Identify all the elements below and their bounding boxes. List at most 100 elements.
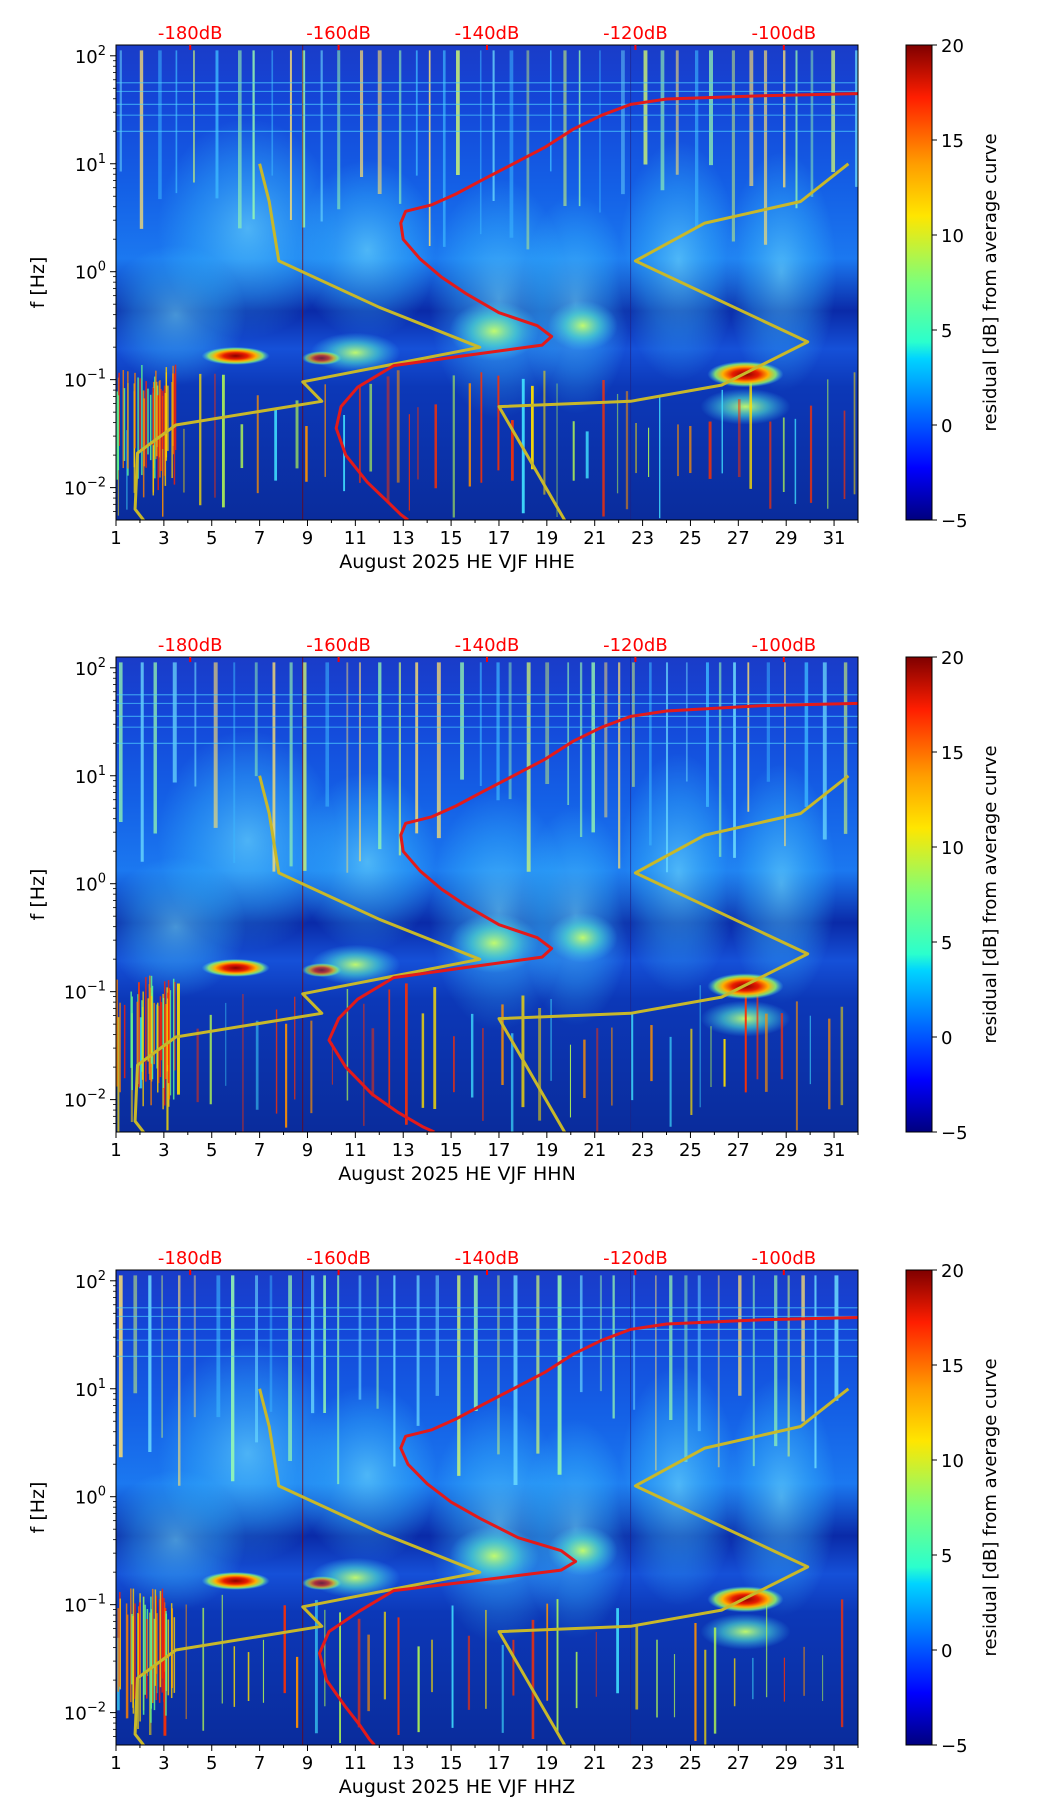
y-tick-label: 10−1 — [64, 368, 106, 392]
x-tick-label: 23 — [631, 1140, 654, 1161]
spectrogram-texture — [116, 657, 858, 1132]
spectrogram-texture — [116, 45, 858, 520]
yellow-curve — [497, 774, 850, 1132]
microseism-peak — [700, 1613, 791, 1650]
colorbar — [905, 656, 933, 1133]
x-tick-label: 23 — [631, 1753, 654, 1774]
colorbar-tick-label: 10 — [941, 1451, 964, 1472]
x-tick-label: 29 — [775, 1753, 798, 1774]
x-tick-label: 17 — [488, 1140, 511, 1161]
x-tick-label: 13 — [392, 1140, 415, 1161]
x-tick-label: 25 — [679, 528, 702, 549]
y-axis-label: f [Hz] — [27, 257, 49, 309]
x-axis-label: August 2025 HE VJF HHZ — [339, 1776, 575, 1798]
x-tick-label: 27 — [727, 1753, 750, 1774]
microseism-peak — [449, 301, 540, 362]
x-tick-label: 31 — [823, 528, 846, 549]
colorbar-tick-label: 0 — [941, 416, 952, 437]
top-axis-label: -120dB — [603, 1248, 668, 1269]
x-tick-label: 31 — [823, 1753, 846, 1774]
y-tick-label: 102 — [75, 44, 106, 68]
x-tick-label: 21 — [583, 1140, 606, 1161]
x-tick-label: 9 — [302, 1140, 313, 1161]
yellow-curve — [497, 162, 850, 520]
microseism-peak — [700, 388, 791, 425]
y-tick-label: 101 — [75, 152, 106, 176]
colorbar-tick-label: 10 — [941, 838, 964, 859]
hotspot — [201, 958, 270, 977]
microseism-blob — [618, 752, 739, 993]
y-tick-label: 10−2 — [64, 476, 106, 500]
colorbar-tick-label: 5 — [941, 321, 952, 342]
colorbar-tick-label: 15 — [941, 1356, 964, 1377]
hotspot — [301, 963, 342, 978]
top-axis-label: -180dB — [158, 635, 223, 656]
y-tick-label: 100 — [75, 260, 106, 284]
x-tick-label: 1 — [110, 1753, 121, 1774]
x-tick-label: 5 — [206, 1140, 217, 1161]
x-tick-label: 15 — [440, 528, 463, 549]
x-tick-label: 7 — [254, 528, 265, 549]
x-tick-label: 3 — [158, 1140, 169, 1161]
x-tick-label: 21 — [583, 1753, 606, 1774]
microseism-blob — [618, 140, 739, 381]
y-axis-label: f [Hz] — [27, 1482, 49, 1534]
x-tick-label: 29 — [775, 528, 798, 549]
microseism-peak — [449, 913, 540, 974]
x-tick-label: 17 — [488, 1753, 511, 1774]
microseism-blob — [297, 772, 438, 953]
y-tick-label: 100 — [75, 1485, 106, 1509]
microseism-peak — [547, 300, 618, 351]
top-axis-label: -100dB — [751, 635, 816, 656]
red-curve — [318, 1316, 858, 1745]
x-tick-label: 19 — [535, 1140, 558, 1161]
x-tick-label: 9 — [302, 528, 313, 549]
y-tick-label: 101 — [75, 1377, 106, 1401]
y-tick-label: 102 — [75, 1269, 106, 1293]
microseism-blob — [297, 1385, 438, 1566]
x-tick-label: 5 — [206, 1753, 217, 1774]
x-tick-label: 9 — [302, 1753, 313, 1774]
colorbar-tick-label: 15 — [941, 743, 964, 764]
colorbar-tick-label: 5 — [941, 1546, 952, 1567]
microseism-peak — [547, 1525, 618, 1576]
yellow-curve — [133, 163, 482, 520]
x-tick-label: 7 — [254, 1753, 265, 1774]
colorbar-tick-label: 20 — [941, 36, 964, 57]
microseism-peak — [449, 1526, 540, 1587]
top-axis-label: -180dB — [158, 1248, 223, 1269]
colorbar-label: residual [dB] from average curve — [980, 745, 1001, 1043]
colorbar-tick-label: 10 — [941, 226, 964, 247]
colorbar-tick-label: −5 — [941, 1123, 968, 1144]
x-tick-label: 13 — [392, 528, 415, 549]
x-tick-label: 5 — [206, 528, 217, 549]
top-axis-label: -180dB — [158, 23, 223, 44]
x-tick-label: 17 — [488, 528, 511, 549]
colorbar — [905, 44, 933, 521]
yellow-curve — [133, 775, 482, 1132]
colorbar-tick-label: 20 — [941, 648, 964, 669]
x-tick-label: 21 — [583, 528, 606, 549]
colorbar — [905, 1269, 933, 1746]
spectrogram-texture — [116, 1270, 858, 1745]
colorbar-tick-label: 0 — [941, 1028, 952, 1049]
colorbar-label: residual [dB] from average curve — [980, 1358, 1001, 1656]
x-tick-label: 7 — [254, 1140, 265, 1161]
y-tick-label: 10−1 — [64, 980, 106, 1004]
x-tick-label: 11 — [344, 1140, 367, 1161]
top-axis-label: -160dB — [306, 635, 371, 656]
y-tick-label: 10−1 — [64, 1593, 106, 1617]
colorbar-tick-label: 0 — [941, 1641, 952, 1662]
hotspot — [301, 351, 342, 366]
x-tick-label: 3 — [158, 528, 169, 549]
yellow-curve — [133, 1388, 482, 1745]
colorbar-tick-label: 5 — [941, 933, 952, 954]
red-curve — [327, 701, 858, 1132]
x-tick-label: 15 — [440, 1753, 463, 1774]
x-tick-label: 15 — [440, 1140, 463, 1161]
colorbar-tick-label: −5 — [941, 1736, 968, 1757]
x-tick-label: 25 — [679, 1753, 702, 1774]
